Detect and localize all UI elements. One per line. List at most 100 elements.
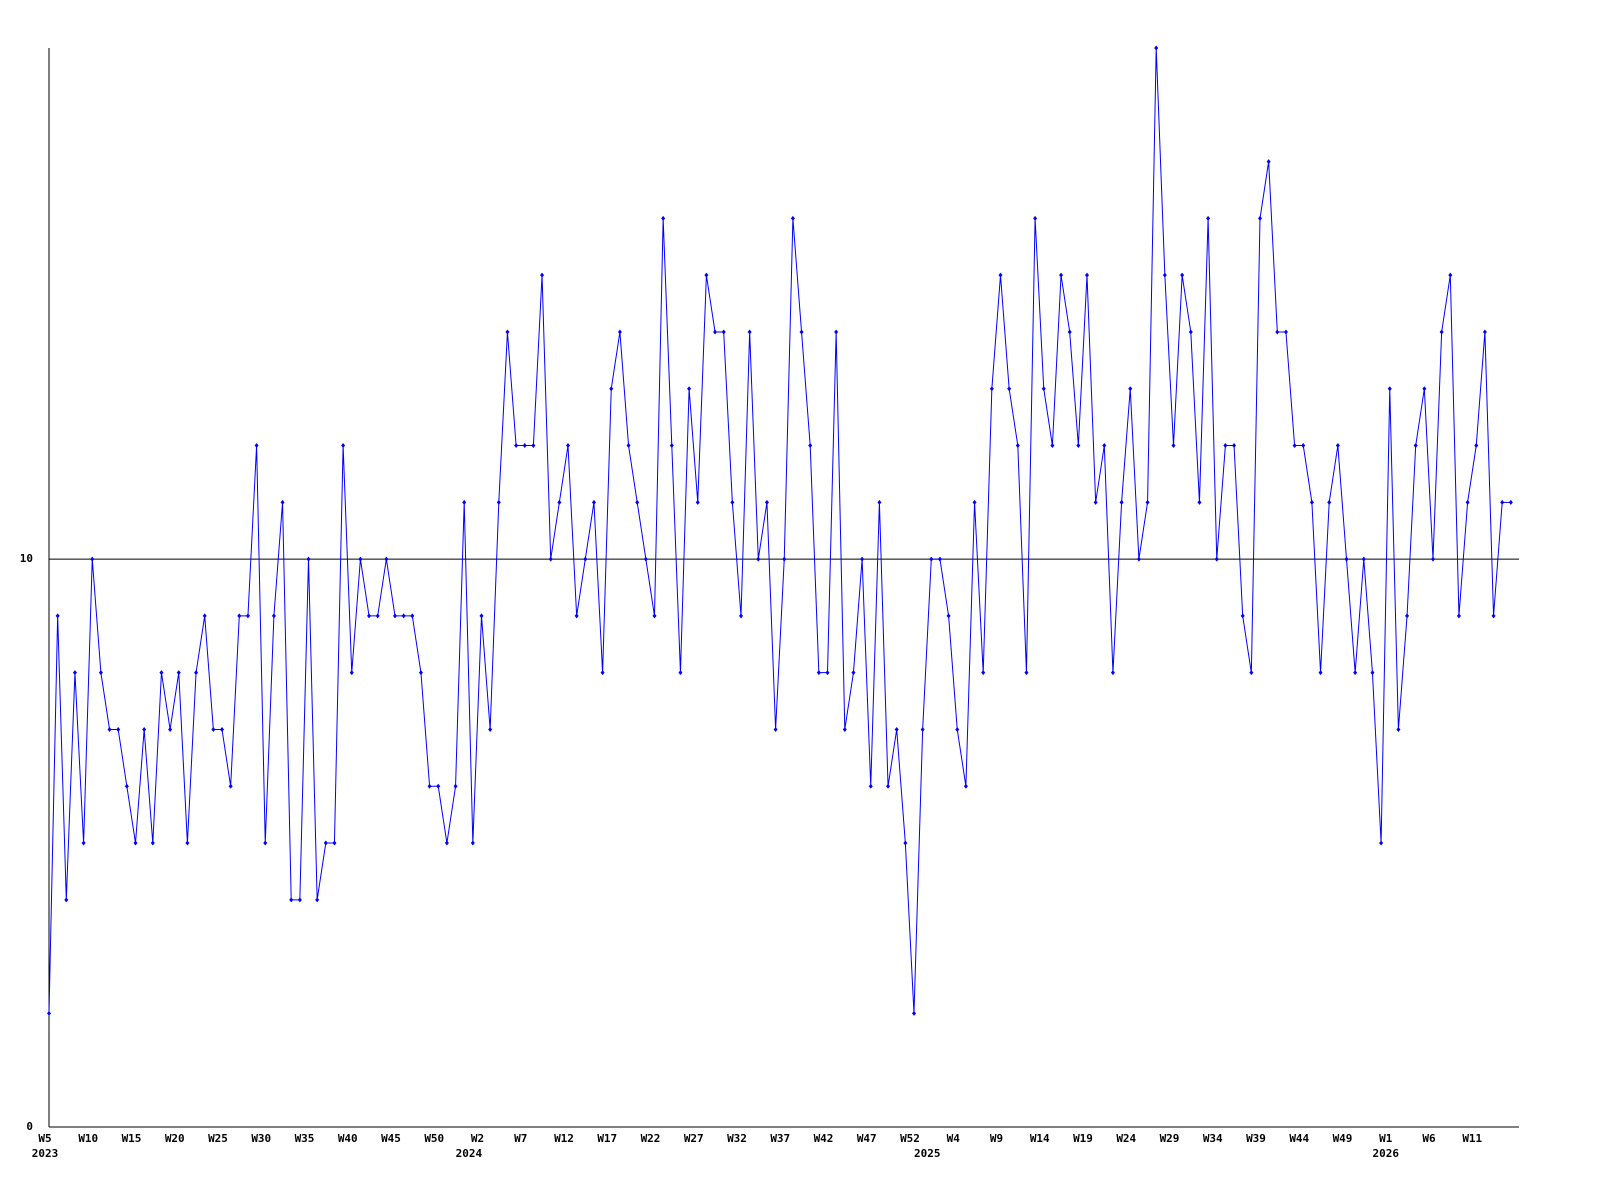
point	[263, 840, 268, 846]
x-tick-label: W34	[1203, 1132, 1223, 1145]
x-tick-label: W35	[295, 1132, 315, 1145]
x-tick-label: W10	[78, 1132, 98, 1145]
point	[1344, 556, 1349, 562]
point	[1041, 386, 1046, 392]
point	[1128, 386, 1133, 392]
point	[332, 840, 337, 846]
point	[1154, 45, 1159, 51]
x-tick-label: W2	[471, 1132, 484, 1145]
point	[245, 613, 250, 619]
point	[877, 499, 882, 505]
x-year-label: 2026	[1373, 1147, 1400, 1160]
point	[1085, 272, 1089, 278]
point	[937, 556, 942, 562]
point	[1232, 443, 1237, 449]
point	[47, 1010, 51, 1016]
point	[297, 897, 302, 903]
point	[228, 783, 233, 789]
point	[1240, 613, 1245, 619]
point	[1456, 613, 1461, 619]
point	[635, 499, 640, 505]
point	[1508, 499, 1513, 505]
point	[1309, 499, 1314, 505]
point	[704, 272, 709, 278]
point	[1448, 272, 1453, 278]
point	[929, 556, 934, 562]
point	[1482, 329, 1487, 335]
point	[349, 670, 354, 676]
point	[1033, 215, 1038, 221]
point	[886, 783, 891, 789]
point	[1396, 726, 1401, 732]
point	[323, 840, 328, 846]
point	[816, 670, 821, 676]
x-tick-label: W17	[597, 1132, 617, 1145]
point	[1059, 272, 1064, 278]
point	[1275, 329, 1280, 335]
point	[799, 329, 804, 335]
point	[1353, 670, 1358, 676]
point	[903, 840, 908, 846]
point	[566, 443, 570, 449]
point	[1197, 499, 1202, 505]
point	[540, 272, 545, 278]
point	[427, 783, 432, 789]
point	[790, 215, 795, 221]
point	[453, 783, 458, 789]
point	[98, 670, 103, 676]
x-tick-label: W29	[1160, 1132, 1180, 1145]
x-tick-label: W22	[641, 1132, 661, 1145]
point	[64, 897, 69, 903]
point	[1422, 386, 1427, 392]
point	[358, 556, 363, 562]
point	[1474, 443, 1479, 449]
x-tick-label: W20	[165, 1132, 185, 1145]
point	[1145, 499, 1150, 505]
x-tick-label: W49	[1333, 1132, 1353, 1145]
point	[384, 556, 389, 562]
point	[1067, 329, 1072, 335]
point	[574, 613, 579, 619]
point	[989, 386, 994, 392]
point	[609, 386, 614, 392]
point	[600, 670, 605, 676]
point	[341, 443, 346, 449]
point	[1024, 670, 1029, 676]
x-tick-label: W15	[122, 1132, 142, 1145]
x-tick-label: W1	[1379, 1132, 1393, 1145]
point	[1370, 670, 1375, 676]
point	[1076, 443, 1081, 449]
point	[418, 670, 423, 676]
point	[194, 670, 199, 676]
point	[220, 726, 224, 732]
point	[462, 499, 467, 505]
point	[72, 670, 77, 676]
point	[730, 499, 735, 505]
point	[393, 613, 397, 619]
point	[55, 613, 60, 619]
point	[1007, 386, 1012, 392]
point	[306, 556, 311, 562]
point	[643, 556, 648, 562]
point	[1283, 329, 1288, 335]
x-tick-label: W12	[554, 1132, 574, 1145]
point	[444, 840, 449, 846]
point	[479, 613, 484, 619]
point	[237, 613, 242, 619]
point	[678, 670, 683, 676]
y-tick-label: 0	[26, 1120, 33, 1133]
x-tick-label: W40	[338, 1132, 358, 1145]
point	[981, 670, 986, 676]
series-line	[48, 47, 1511, 1014]
point	[1439, 329, 1444, 335]
x-tick-label: W25	[208, 1132, 228, 1145]
point	[1327, 499, 1332, 505]
point	[1136, 556, 1141, 562]
point	[955, 726, 960, 732]
point	[860, 556, 865, 562]
point	[1015, 443, 1020, 449]
point	[531, 443, 536, 449]
x-year-label: 2024	[456, 1147, 483, 1160]
x-tick-label: W7	[514, 1132, 527, 1145]
y-tick-label: 10	[20, 552, 33, 565]
